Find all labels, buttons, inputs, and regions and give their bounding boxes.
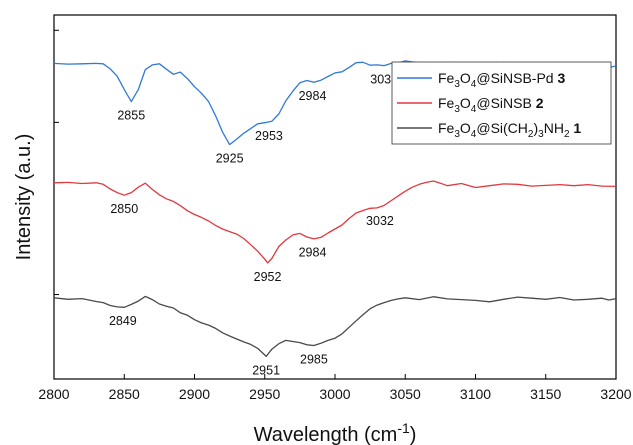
- legend-items: Fe3O4@SiNSB-Pd 3 Fe3O4@SiNSB 2 Fe3O4@Si(CH…: [397, 70, 581, 140]
- x-tick-label: 2800: [38, 386, 69, 402]
- legend-label-3: Fe3O4@Si(CH2)3NH2 1: [438, 120, 581, 140]
- peak-label: 2953: [255, 129, 283, 143]
- peak-label: 2984: [299, 245, 327, 259]
- x-tick-label: 2950: [249, 386, 280, 402]
- peak-label: 2925: [216, 152, 244, 166]
- legend-label-2: Fe3O4@SiNSB 2: [438, 95, 544, 115]
- peak-label: 2985: [300, 353, 328, 367]
- series-line-2: [53, 180, 617, 264]
- legend-box: [391, 61, 612, 145]
- peak-label: 2849: [109, 314, 137, 328]
- x-tick-label: 3050: [390, 386, 421, 402]
- legend-label-1: Fe3O4@SiNSB-Pd 3: [438, 70, 565, 90]
- peak-label: 2952: [254, 270, 282, 284]
- peak-label: 2850: [110, 202, 138, 216]
- x-tick-label: 3200: [600, 386, 631, 402]
- x-tick-label: 3100: [460, 386, 491, 402]
- peak-label: 3035: [370, 73, 398, 87]
- peak-label: 3032: [366, 214, 394, 228]
- x-tick-label: 2900: [179, 386, 210, 402]
- y-axis-title: Intensity (a.u.): [13, 134, 35, 261]
- x-tick-label: 3150: [530, 386, 561, 402]
- peak-labels: 2855 2925 2953 2984 3035 2850 2952 2984 3032 2849…: [109, 73, 398, 378]
- x-axis-title: Wavelength (cm-1): [254, 420, 417, 445]
- legend: Fe3O4@SiNSB-Pd 3 Fe3O4@SiNSB 2 Fe3O4@Si(CH…: [391, 61, 612, 145]
- peak-label: 2951: [252, 363, 280, 377]
- series-line-3: [53, 295, 617, 358]
- y-axis-ticks: [54, 29, 59, 296]
- peak-label: 2855: [117, 109, 145, 123]
- peak-label: 2984: [299, 89, 327, 103]
- x-tick-label: 3000: [319, 386, 350, 402]
- x-axis-ticks: 2800 2850 2900 2950 3000 3050 3100 3150 3200: [38, 374, 632, 402]
- x-tick-label: 2850: [109, 386, 140, 402]
